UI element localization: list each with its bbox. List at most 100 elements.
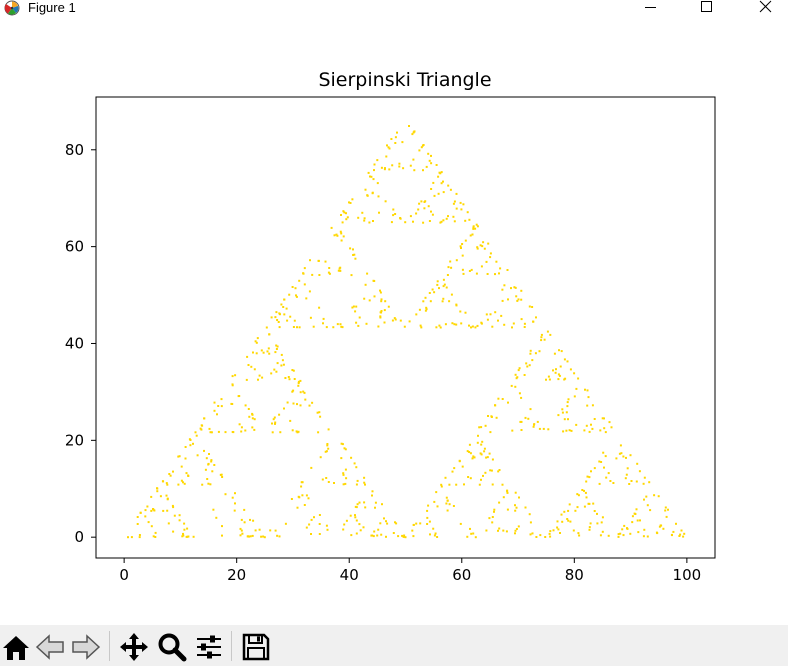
data-point xyxy=(588,526,591,529)
data-point xyxy=(450,293,453,296)
data-point xyxy=(412,535,415,538)
data-point xyxy=(583,489,585,492)
forward-button[interactable] xyxy=(70,631,102,663)
data-point xyxy=(203,449,205,452)
close-button[interactable] xyxy=(742,0,788,18)
data-point xyxy=(556,526,559,529)
data-point xyxy=(473,456,476,459)
data-point xyxy=(292,402,295,405)
data-point xyxy=(412,524,415,526)
data-point xyxy=(491,325,494,328)
data-point xyxy=(566,518,569,520)
data-point xyxy=(497,470,500,473)
data-point xyxy=(566,405,569,408)
data-point xyxy=(539,534,542,537)
data-point xyxy=(309,316,312,319)
data-point xyxy=(577,494,580,497)
data-point xyxy=(354,505,357,508)
data-point xyxy=(480,426,483,429)
configure-subplots-button[interactable] xyxy=(193,631,225,663)
data-point xyxy=(436,280,439,283)
data-point xyxy=(344,482,347,485)
data-point xyxy=(533,423,536,426)
data-point xyxy=(440,220,443,223)
data-point xyxy=(162,480,165,483)
data-point xyxy=(489,252,492,255)
data-point xyxy=(411,133,414,136)
data-point xyxy=(515,506,518,509)
home-button[interactable] xyxy=(0,631,32,663)
data-point xyxy=(281,359,284,362)
data-point xyxy=(468,270,471,272)
data-point xyxy=(183,482,186,485)
data-point xyxy=(210,431,213,434)
data-point xyxy=(445,496,448,499)
data-point xyxy=(574,509,577,512)
data-point xyxy=(328,272,331,275)
minimize-button[interactable] xyxy=(628,0,674,18)
data-point xyxy=(220,405,223,408)
data-point xyxy=(266,350,269,353)
data-point xyxy=(384,300,387,303)
data-point xyxy=(296,403,298,406)
data-point xyxy=(476,247,479,250)
data-point xyxy=(276,345,279,348)
data-point xyxy=(325,450,328,453)
data-point xyxy=(483,247,486,250)
data-point xyxy=(481,440,484,443)
pan-button[interactable] xyxy=(118,631,150,663)
save-floppy-icon xyxy=(242,633,270,661)
data-point xyxy=(278,326,281,329)
data-point xyxy=(444,476,447,479)
data-point xyxy=(480,443,483,446)
data-point xyxy=(327,428,330,431)
data-point xyxy=(565,429,568,432)
data-point xyxy=(293,378,296,380)
back-button[interactable] xyxy=(34,631,66,663)
data-point xyxy=(437,192,440,195)
data-point xyxy=(514,504,516,507)
data-point xyxy=(656,532,659,535)
data-point xyxy=(662,527,665,530)
data-point xyxy=(297,382,300,385)
data-point xyxy=(514,286,517,289)
data-point xyxy=(404,221,407,224)
data-point xyxy=(418,149,421,152)
data-point xyxy=(278,413,281,416)
data-point xyxy=(381,503,383,506)
data-point xyxy=(514,491,517,494)
title-bar[interactable]: Figure 1 xyxy=(0,0,788,16)
save-button[interactable] xyxy=(240,631,272,663)
data-point xyxy=(316,411,319,414)
data-point xyxy=(468,443,471,446)
data-point xyxy=(220,398,223,401)
data-point xyxy=(204,468,207,471)
zoom-button[interactable] xyxy=(156,631,188,663)
data-point xyxy=(150,495,153,498)
data-point xyxy=(318,274,321,276)
data-point xyxy=(177,455,180,458)
data-point xyxy=(180,465,183,468)
data-point xyxy=(342,528,345,531)
data-point xyxy=(557,414,560,417)
maximize-button[interactable] xyxy=(683,0,729,18)
figure-canvas[interactable]: Sierpinski Triangle 0 20 40 60 80 100 0 20 40 60… xyxy=(0,16,788,622)
data-point xyxy=(402,535,405,538)
data-point xyxy=(518,367,521,370)
data-point xyxy=(664,509,667,512)
data-point xyxy=(560,513,563,516)
data-point xyxy=(349,202,352,204)
data-point xyxy=(277,321,280,323)
data-point xyxy=(535,316,537,319)
data-point xyxy=(462,203,465,206)
data-point xyxy=(305,526,308,529)
data-point xyxy=(491,516,494,518)
data-point xyxy=(563,378,566,381)
data-point xyxy=(556,520,559,523)
data-point xyxy=(240,430,243,433)
data-point xyxy=(328,267,331,269)
data-point xyxy=(310,518,313,521)
data-point xyxy=(280,364,283,367)
data-point xyxy=(343,447,346,450)
data-point xyxy=(295,295,298,298)
